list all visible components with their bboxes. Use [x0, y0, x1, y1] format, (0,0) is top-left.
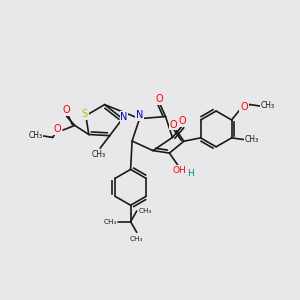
Text: CH₃: CH₃	[245, 135, 259, 144]
Text: H: H	[187, 169, 194, 178]
Text: O: O	[155, 94, 163, 104]
Text: CH₃: CH₃	[103, 219, 117, 225]
Text: O: O	[240, 102, 248, 112]
Text: N: N	[136, 110, 143, 120]
Text: O: O	[179, 116, 186, 126]
Text: O: O	[54, 124, 61, 134]
Text: O: O	[170, 120, 177, 130]
Text: O: O	[62, 105, 70, 115]
Text: CH₃: CH₃	[261, 101, 275, 110]
Text: CH₃: CH₃	[28, 131, 43, 140]
Text: S: S	[82, 109, 88, 119]
Text: CH₃: CH₃	[138, 208, 152, 214]
Text: OH: OH	[173, 166, 187, 175]
Text: CH₃: CH₃	[92, 150, 106, 159]
Text: CH₃: CH₃	[130, 236, 143, 242]
Text: N: N	[120, 112, 128, 122]
